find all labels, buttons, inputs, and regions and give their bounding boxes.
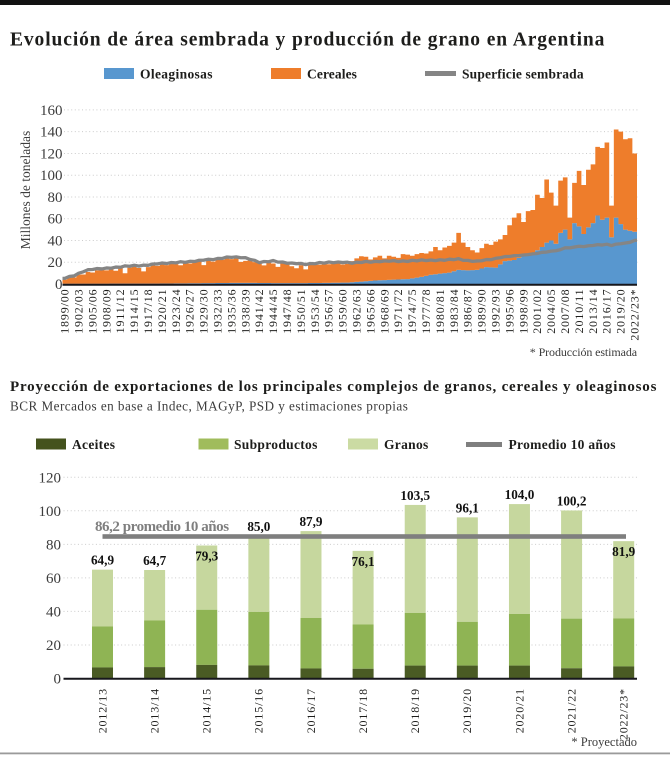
svg-text:Aceites: Aceites (72, 437, 115, 452)
svg-text:1956/57: 1956/57 (322, 289, 336, 334)
svg-text:64,9: 64,9 (91, 553, 114, 568)
svg-text:1995/96: 1995/96 (502, 289, 516, 334)
svg-text:1914/15: 1914/15 (127, 289, 141, 334)
svg-text:1983/84: 1983/84 (447, 289, 461, 334)
svg-text:76,1: 76,1 (352, 554, 375, 569)
svg-text:1935/36: 1935/36 (224, 289, 238, 334)
svg-text:1905/06: 1905/06 (85, 289, 99, 334)
svg-text:87,9: 87,9 (299, 514, 322, 529)
svg-text:Proyección de exportaciones de: Proyección de exportaciones de los princ… (10, 379, 657, 395)
svg-text:Subproductos: Subproductos (234, 437, 318, 452)
svg-text:1998/99: 1998/99 (516, 289, 530, 334)
svg-text:100: 100 (40, 168, 63, 184)
svg-text:Promedio 10 años: Promedio 10 años (509, 437, 616, 452)
svg-text:85,0: 85,0 (247, 519, 270, 534)
svg-text:100: 100 (39, 504, 62, 520)
svg-text:0: 0 (54, 672, 62, 688)
svg-text:1938/39: 1938/39 (238, 289, 252, 334)
svg-text:1971/72: 1971/72 (391, 289, 405, 334)
svg-text:2022/23*: 2022/23* (627, 289, 641, 341)
svg-text:1989/90: 1989/90 (475, 289, 489, 334)
svg-text:1908/09: 1908/09 (99, 289, 113, 334)
svg-text:60: 60 (46, 571, 61, 587)
svg-text:1917/18: 1917/18 (141, 289, 155, 334)
svg-text:2004/05: 2004/05 (544, 289, 558, 334)
svg-text:20: 20 (46, 638, 61, 654)
svg-text:160: 160 (40, 103, 63, 119)
svg-text:0: 0 (55, 277, 63, 293)
svg-text:Granos: Granos (384, 437, 429, 452)
svg-text:1932/33: 1932/33 (211, 289, 225, 334)
svg-text:1926/27: 1926/27 (183, 289, 197, 334)
svg-text:104,0: 104,0 (505, 487, 535, 502)
svg-text:40: 40 (48, 233, 63, 249)
svg-text:1929/30: 1929/30 (197, 289, 211, 334)
svg-text:100,2: 100,2 (557, 493, 587, 508)
svg-text:2015/16: 2015/16 (252, 688, 266, 733)
svg-text:2018/19: 2018/19 (408, 688, 422, 733)
svg-text:20: 20 (48, 255, 63, 271)
svg-text:1968/69: 1968/69 (377, 289, 391, 334)
svg-text:2001/02: 2001/02 (530, 289, 544, 334)
svg-text:2016/17: 2016/17 (600, 289, 614, 334)
svg-text:Millones de toneladas: Millones de toneladas (18, 131, 33, 249)
svg-text:2016/17: 2016/17 (304, 688, 318, 733)
svg-text:2022/23*: 2022/23* (617, 688, 631, 740)
svg-text:120: 120 (40, 146, 63, 162)
svg-text:64,7: 64,7 (143, 553, 166, 568)
svg-text:120: 120 (39, 470, 62, 486)
svg-text:2014/15: 2014/15 (200, 688, 214, 733)
svg-text:1977/78: 1977/78 (419, 289, 433, 334)
svg-text:60: 60 (48, 212, 63, 228)
svg-text:1992/93: 1992/93 (488, 289, 502, 334)
svg-text:1947/48: 1947/48 (280, 289, 294, 334)
svg-text:1902/03: 1902/03 (72, 289, 86, 334)
svg-text:2019/20: 2019/20 (614, 289, 628, 334)
svg-text:1899/00: 1899/00 (58, 289, 72, 334)
svg-text:* Proyectado: * Proyectado (571, 735, 637, 749)
svg-text:2007/08: 2007/08 (558, 289, 572, 334)
svg-text:Cereales: Cereales (307, 67, 357, 82)
svg-text:96,1: 96,1 (456, 500, 479, 515)
svg-text:86,2 promedio 10 años: 86,2 promedio 10 años (95, 519, 229, 535)
svg-text:140: 140 (40, 125, 63, 141)
svg-text:2012/13: 2012/13 (95, 688, 109, 733)
svg-text:Oleaginosas: Oleaginosas (140, 67, 213, 82)
svg-text:Superficie sembrada: Superficie sembrada (462, 67, 584, 82)
svg-text:1986/87: 1986/87 (461, 289, 475, 334)
svg-text:2021/22: 2021/22 (564, 688, 578, 733)
svg-text:1911/12: 1911/12 (113, 289, 127, 334)
svg-text:2013/14: 2013/14 (586, 289, 600, 334)
svg-text:2010/11: 2010/11 (572, 289, 586, 334)
svg-text:1923/24: 1923/24 (169, 289, 183, 334)
svg-text:2020/21: 2020/21 (512, 688, 526, 733)
svg-text:1953/54: 1953/54 (308, 289, 322, 334)
svg-text:1965/66: 1965/66 (363, 289, 377, 334)
svg-text:BCR Mercados en base a Indec,: BCR Mercados en base a Indec, MAGyP, PSD… (10, 399, 408, 414)
svg-text:1944/45: 1944/45 (266, 289, 280, 334)
svg-text:1941/42: 1941/42 (252, 289, 266, 334)
svg-text:* Producción estimada: * Producción estimada (530, 345, 638, 359)
svg-text:1974/75: 1974/75 (405, 289, 419, 334)
svg-text:1950/51: 1950/51 (294, 289, 308, 334)
svg-text:80: 80 (46, 537, 61, 553)
svg-text:80: 80 (48, 190, 63, 206)
svg-text:1962/63: 1962/63 (350, 289, 364, 334)
svg-text:1920/21: 1920/21 (155, 289, 169, 334)
svg-text:40: 40 (46, 604, 61, 620)
svg-text:2013/14: 2013/14 (147, 688, 161, 733)
svg-text:2019/20: 2019/20 (460, 688, 474, 733)
svg-text:2017/18: 2017/18 (356, 688, 370, 733)
svg-text:79,3: 79,3 (195, 549, 218, 564)
svg-text:Evolución de área sembrada y p: Evolución de área sembrada y producción … (10, 30, 605, 51)
svg-text:103,5: 103,5 (400, 488, 430, 503)
svg-text:1959/60: 1959/60 (336, 289, 350, 334)
svg-text:1980/81: 1980/81 (433, 289, 447, 334)
svg-text:81,9: 81,9 (612, 544, 635, 559)
